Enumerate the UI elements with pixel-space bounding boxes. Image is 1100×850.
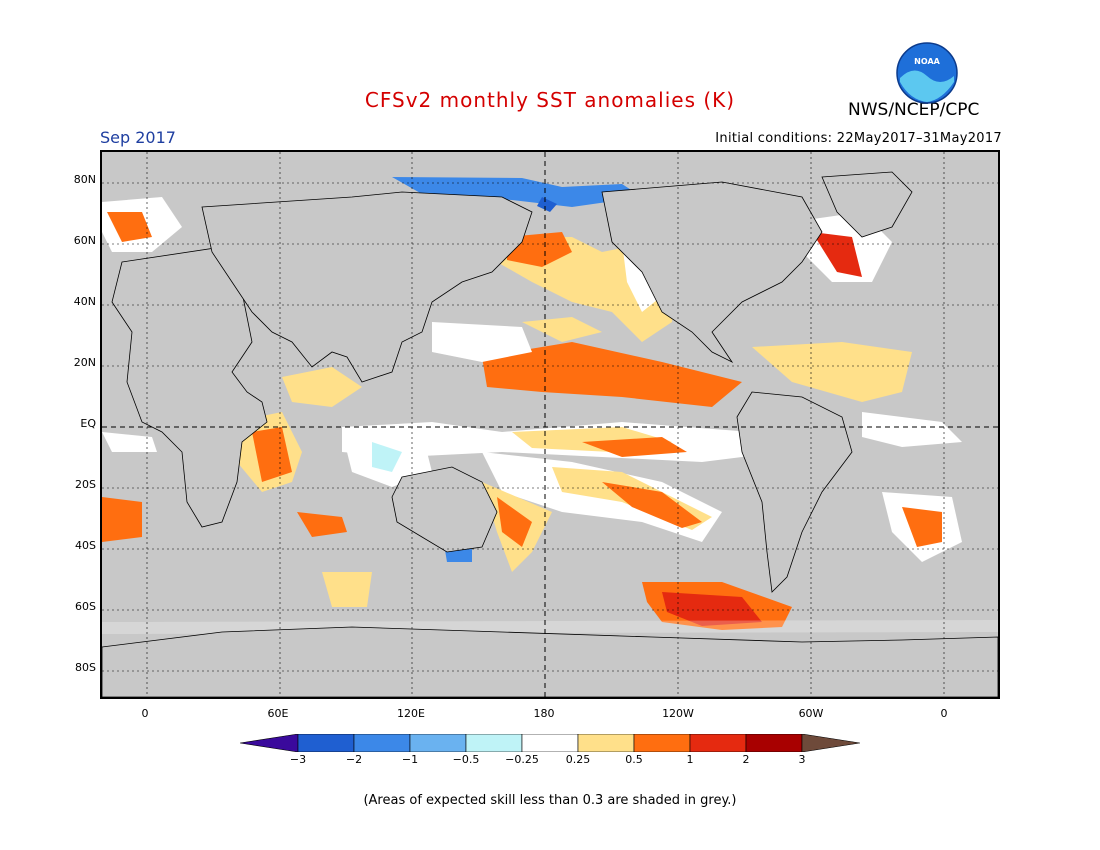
colorbar-cell bbox=[521, 734, 579, 752]
colorbar-tick-label: 0.25 bbox=[565, 753, 591, 766]
colorbar-cell bbox=[689, 734, 747, 752]
colorbar-tick-label: −2 bbox=[345, 753, 363, 766]
sst-anomaly-map bbox=[100, 150, 1000, 699]
lat-label: 60N bbox=[73, 234, 96, 247]
colorbar-tick-label: 0.5 bbox=[625, 753, 643, 766]
target-month: Sep 2017 bbox=[100, 128, 176, 147]
lat-label: 20S bbox=[75, 478, 96, 491]
agency-label: NWS/NCEP/CPC bbox=[848, 100, 980, 120]
lat-label: 80N bbox=[73, 173, 96, 186]
map-title: CFSv2 monthly SST anomalies (K) bbox=[364, 88, 736, 112]
colorbar-cell bbox=[633, 734, 691, 752]
noaa-logo: NOAA bbox=[896, 42, 958, 104]
colorbar-tick-label: 2 bbox=[742, 753, 750, 766]
lat-label: 40S bbox=[75, 539, 96, 552]
colorbar-tick-label: −0.5 bbox=[452, 753, 480, 766]
colorbar bbox=[240, 734, 860, 752]
lon-label: 0 bbox=[940, 707, 948, 720]
colorbar-cell bbox=[409, 734, 467, 752]
colorbar-cell bbox=[353, 734, 411, 752]
lat-label: EQ bbox=[80, 417, 96, 430]
lat-label: 80S bbox=[75, 661, 96, 674]
colorbar-cell bbox=[240, 734, 299, 752]
colorbar-cell bbox=[745, 734, 803, 752]
lon-label: 180 bbox=[533, 707, 555, 720]
colorbar-cell bbox=[801, 734, 860, 752]
lat-label: 20N bbox=[73, 356, 96, 369]
colorbar-tick-label: 1 bbox=[686, 753, 694, 766]
colorbar-tick-label: 3 bbox=[798, 753, 806, 766]
colorbar-tick-label: −0.25 bbox=[505, 753, 539, 766]
lon-label: 60W bbox=[798, 707, 824, 720]
initial-conditions: Initial conditions: 22May2017–31May2017 bbox=[715, 131, 1002, 146]
land-masses bbox=[102, 171, 998, 697]
lon-label: 120E bbox=[397, 707, 425, 720]
skill-footnote: (Areas of expected skill less than 0.3 a… bbox=[363, 793, 737, 808]
colorbar-cell bbox=[297, 734, 355, 752]
colorbar-cell bbox=[465, 734, 523, 752]
lon-label: 120W bbox=[662, 707, 694, 720]
colorbar-tick-label: −3 bbox=[289, 753, 307, 766]
lon-label: 0 bbox=[141, 707, 149, 720]
grid-lines bbox=[102, 152, 998, 697]
colorbar-cell bbox=[577, 734, 635, 752]
logo-text: NOAA bbox=[914, 57, 940, 66]
lat-label: 60S bbox=[75, 600, 96, 613]
lon-label: 60E bbox=[267, 707, 289, 720]
colorbar-tick-label: −1 bbox=[401, 753, 419, 766]
lat-label: 40N bbox=[73, 295, 96, 308]
